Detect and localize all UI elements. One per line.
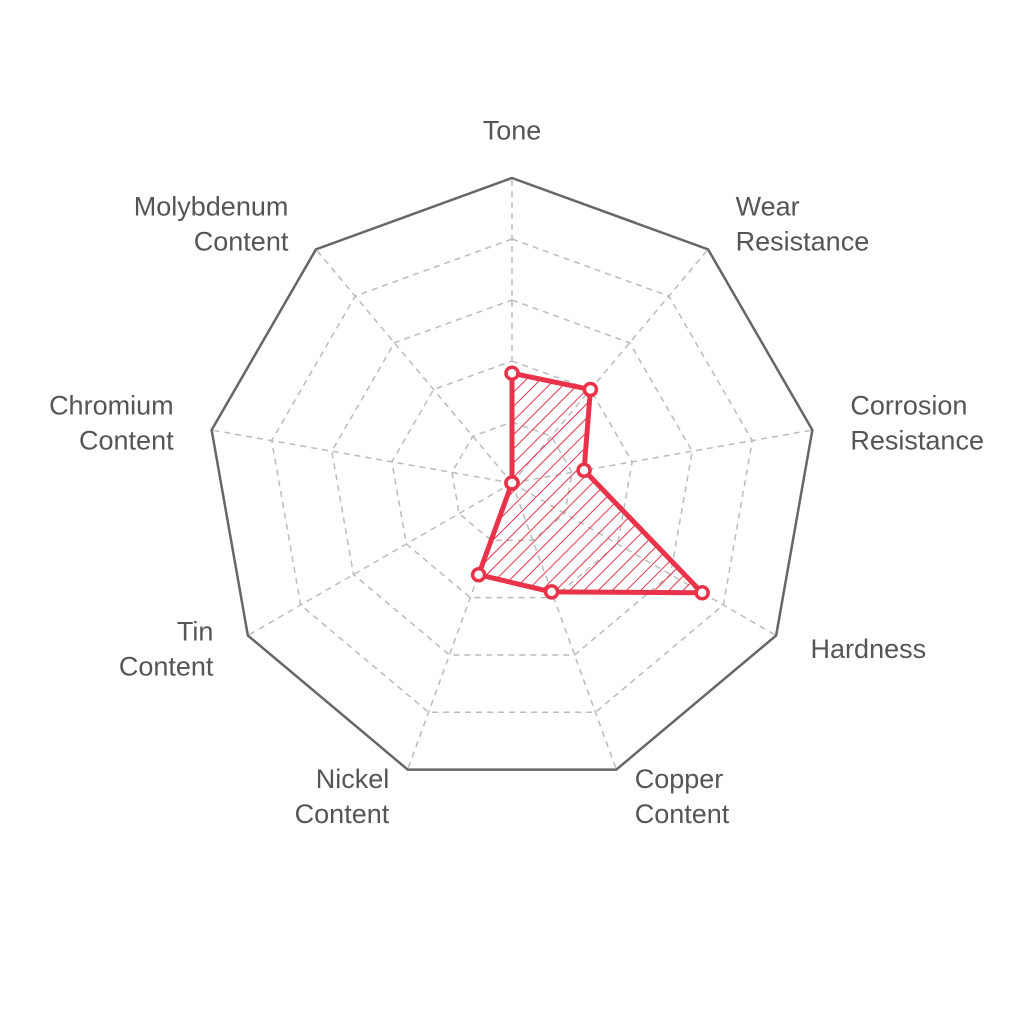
data-point	[504, 365, 520, 381]
axis-label: Content	[79, 425, 174, 455]
data-point	[543, 584, 560, 600]
spoke	[315, 248, 513, 484]
axis-label: Tone	[483, 116, 542, 146]
axis-label: Content	[194, 227, 289, 257]
axis-label: Chromium	[49, 390, 174, 420]
spoke	[511, 482, 777, 637]
data-point	[582, 381, 599, 398]
axis-label: Nickel	[316, 764, 390, 794]
axis-label: Content	[295, 799, 390, 829]
spoke	[511, 429, 813, 484]
data-point	[576, 462, 592, 479]
axis-label: Molybdenum	[134, 192, 289, 222]
grid-ring	[270, 238, 754, 714]
grid-ring	[391, 360, 633, 599]
axis-label: Tin	[177, 616, 214, 646]
data-point	[470, 566, 487, 583]
axis-label: Hardness	[811, 634, 927, 664]
data-point	[504, 475, 520, 491]
axis-label: Content	[635, 799, 730, 829]
outer-ring	[210, 176, 814, 771]
spoke	[511, 248, 709, 484]
axis-label: Resistance	[850, 425, 984, 455]
axis-label: Content	[119, 651, 214, 681]
axis-label: Corrosion	[850, 390, 967, 420]
spoke	[247, 482, 513, 637]
axis-label: Wear	[736, 192, 800, 222]
grid-ring	[330, 299, 694, 656]
spoke	[211, 429, 513, 484]
axis-label: Copper	[635, 764, 724, 794]
data-point	[694, 585, 710, 601]
spoke	[406, 482, 513, 770]
data-area	[476, 370, 705, 596]
axis-label: Resistance	[736, 227, 870, 257]
spoke	[511, 482, 618, 770]
